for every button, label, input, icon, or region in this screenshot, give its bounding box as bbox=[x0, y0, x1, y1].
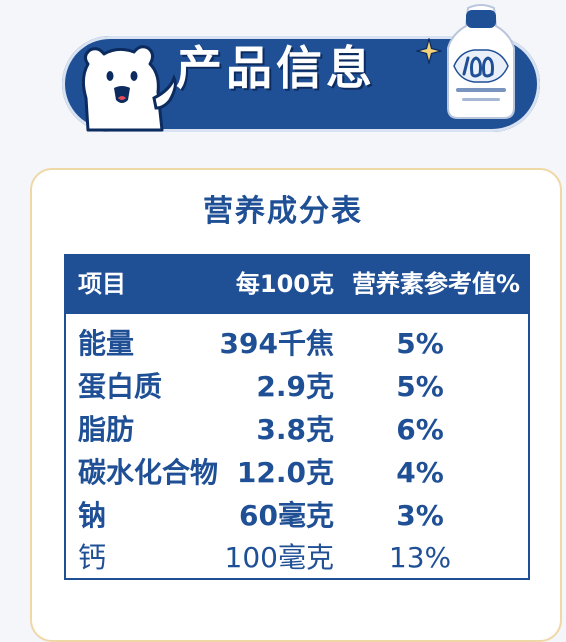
row-nrv: 4% bbox=[396, 456, 444, 489]
row-nrv: 6% bbox=[396, 413, 444, 446]
row-name: 碳水化合物 bbox=[78, 456, 219, 489]
row-nrv: 5% bbox=[396, 370, 444, 403]
row-nrv: 13% bbox=[388, 541, 452, 574]
column-header-nrv: 营养素参考值% bbox=[352, 270, 521, 298]
column-header-item: 项目 bbox=[78, 270, 126, 298]
nutrition-table: 项目 每100克 营养素参考值% 能量 394千焦 5% 蛋白质 2.9克 5%… bbox=[64, 254, 530, 580]
table-row: 钙 100毫克 13% bbox=[66, 534, 528, 578]
table-row: 钠 60毫克 3% bbox=[66, 492, 528, 536]
row-name: 脂肪 bbox=[78, 413, 135, 446]
row-name: 钙 bbox=[78, 541, 107, 574]
row-value: 12.0克 bbox=[236, 456, 334, 489]
table-row: 碳水化合物 12.0克 4% bbox=[66, 449, 528, 493]
row-name: 蛋白质 bbox=[78, 370, 163, 403]
row-value: 3.8克 bbox=[256, 413, 334, 446]
page-title: 产品信息 bbox=[176, 41, 376, 95]
table-row: 能量 394千焦 5% bbox=[66, 320, 528, 364]
nutrition-table-title: 营养成分表 bbox=[203, 194, 363, 229]
row-nrv: 5% bbox=[396, 327, 444, 360]
sparkle-icon bbox=[416, 38, 442, 64]
column-header-per-100g: 每100克 bbox=[235, 270, 334, 298]
row-nrv: 3% bbox=[396, 499, 444, 532]
row-name: 能量 bbox=[78, 327, 135, 360]
row-value: 100毫克 bbox=[224, 541, 334, 574]
table-row: 蛋白质 2.9克 5% bbox=[66, 363, 528, 407]
row-value: 60毫克 bbox=[239, 499, 334, 532]
row-value: 2.9克 bbox=[256, 370, 334, 403]
table-header: 项目 每100克 营养素参考值% bbox=[66, 256, 528, 314]
polar-bear-icon bbox=[81, 45, 177, 132]
row-value: 394千焦 bbox=[219, 327, 334, 360]
table-row: 脂肪 3.8克 6% bbox=[66, 406, 528, 450]
row-name: 钠 bbox=[78, 499, 107, 532]
yogurt-bottle-icon bbox=[447, 4, 515, 119]
